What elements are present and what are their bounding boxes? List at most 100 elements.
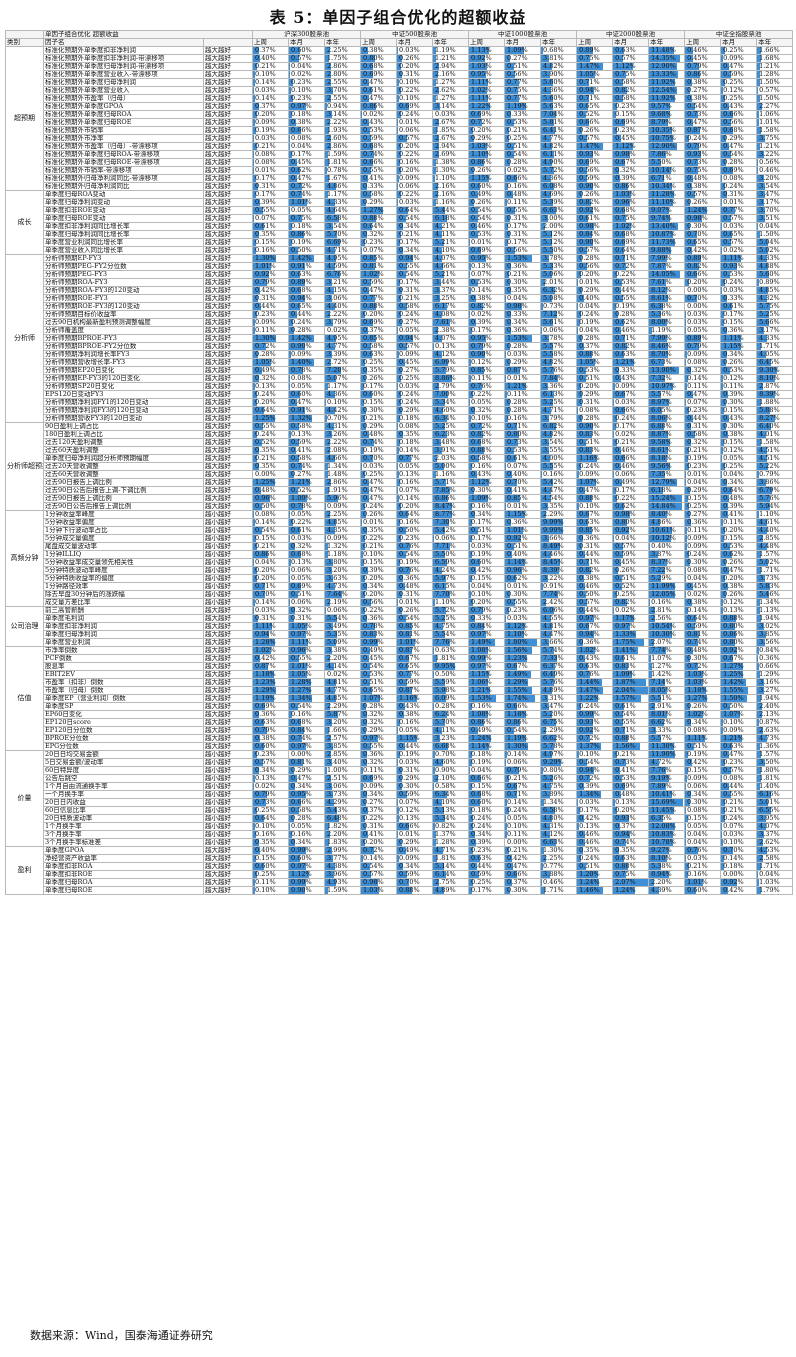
value-cell: 0.78% <box>288 502 326 511</box>
value-bar <box>469 55 486 62</box>
value-bar <box>757 119 760 126</box>
value-cell: 0.87% <box>396 686 434 695</box>
direction-cell: 越大越好 <box>202 118 254 127</box>
value-text: 0.98% <box>615 510 636 518</box>
value-text: 0.19% <box>687 454 708 462</box>
value-cell: 1.40% <box>756 782 794 791</box>
value-text: 0.17% <box>507 222 528 230</box>
value-cell: 2.51% <box>324 774 362 783</box>
value-text: 3.36% <box>543 382 564 390</box>
value-bar <box>577 343 584 350</box>
table-row: 公告后跳空 越小越好 0.13% 0.47% 2.51% 0.69% 0.29% 2.10% 0… <box>6 774 794 783</box>
value-text: 0.16% <box>255 830 276 838</box>
value-bar <box>469 63 488 70</box>
value-text: 0.29% <box>399 838 420 846</box>
value-text: 0.88% <box>579 350 600 358</box>
factor-name-cell: 标准化预期外市盈率（归母）-带漂移项 <box>43 142 204 151</box>
value-text: 0.08% <box>723 774 744 782</box>
value-text: 0.00% <box>687 286 708 294</box>
value-text: 6.49% <box>543 670 564 678</box>
value-text: 5.72% <box>543 166 564 174</box>
value-cell: 6.40% <box>756 422 794 431</box>
value-text: 0.05% <box>723 454 744 462</box>
value-bar <box>253 127 257 134</box>
value-text: 0.02% <box>291 70 312 78</box>
value-text: 0.52% <box>255 438 276 446</box>
value-cell: 1.50% <box>756 230 794 239</box>
value-bar <box>289 319 294 326</box>
value-cell: 0.04% <box>252 558 290 567</box>
value-cell: 0.94% <box>576 766 614 775</box>
value-cell: 10.41% <box>648 790 686 799</box>
value-text: 2.80% <box>327 70 348 78</box>
value-bar <box>397 263 407 270</box>
value-bar <box>253 63 257 70</box>
value-bar <box>685 119 694 126</box>
value-cell: 9.99% <box>540 518 578 527</box>
value-text: 1.37% <box>435 830 456 838</box>
value-text: 1.12% <box>615 142 636 150</box>
value-bar <box>541 95 554 102</box>
value-text: 0.31% <box>399 70 420 78</box>
table-row: 标准化预期外单季度归母ROE 越大越好 0.09% 0.38% 2.22% 0.43% 0.… <box>6 118 794 127</box>
value-cell: 0.62% <box>720 550 758 559</box>
factor-name-cell: 分析师预期BPROE-FY3 <box>43 334 204 343</box>
value-text: 0.01% <box>579 278 600 286</box>
category-cell: 成长 <box>5 190 44 255</box>
value-text: 0.63% <box>615 46 636 54</box>
value-cell: 0.17% <box>468 534 506 543</box>
value-bar <box>469 343 483 350</box>
value-cell: 1.82% <box>324 822 362 831</box>
value-cell: 7.87% <box>648 262 686 271</box>
value-bar <box>613 271 617 278</box>
value-cell: 0.44% <box>468 862 506 871</box>
value-cell: 5.14% <box>432 862 470 871</box>
value-cell: 0.48% <box>252 486 290 495</box>
value-text: 4.24% <box>435 566 456 574</box>
value-bar <box>649 327 652 334</box>
value-cell: 0.89% <box>576 46 614 55</box>
table-row: 标准化预期外市销率-带漂移项 越大越好 0.01% 0.62% 0.78% 0.55% 0.… <box>6 166 794 175</box>
value-bar <box>505 151 515 158</box>
value-text: 0.22% <box>291 518 312 526</box>
value-text: 2.67% <box>435 118 456 126</box>
value-text: 0.74% <box>291 462 312 470</box>
value-text: 1.81% <box>759 774 780 782</box>
value-bar <box>469 215 479 222</box>
value-cell: 0.29% <box>504 358 542 367</box>
value-text: 3.17% <box>759 326 780 334</box>
value-text: 0.83% <box>363 630 384 638</box>
value-text: 1.81% <box>435 654 456 662</box>
value-cell: 10.54% <box>648 622 686 631</box>
value-cell: 0.58% <box>396 302 434 311</box>
value-bar <box>253 111 257 118</box>
value-text: 0.20% <box>363 838 384 846</box>
direction-cell: 越大越好 <box>202 606 254 615</box>
value-cell: 1.50% <box>756 78 794 87</box>
value-cell: 0.24% <box>396 310 434 319</box>
value-bar <box>505 239 509 246</box>
value-cell: 0.05% <box>288 206 326 215</box>
value-text: 3.66% <box>543 534 564 542</box>
value-text: 0.21% <box>507 126 528 134</box>
value-cell: 6.69% <box>324 238 362 247</box>
value-bar <box>577 311 582 318</box>
value-text: 0.41% <box>363 174 384 182</box>
value-cell: 13.90% <box>648 366 686 375</box>
value-text: 0.68% <box>291 718 312 726</box>
value-cell: 4.11% <box>432 230 470 239</box>
value-cell: 0.86% <box>360 102 398 111</box>
value-bar <box>757 311 769 318</box>
value-text: 4.31% <box>327 422 348 430</box>
value-text: 5.25% <box>543 398 564 406</box>
value-text: 3.20% <box>759 174 780 182</box>
value-text: 0.44% <box>399 742 420 750</box>
value-text: 0.26% <box>615 566 636 574</box>
value-text: 0.91% <box>543 582 564 590</box>
table-row: EP60日变化 越大越好 0.36% 0.16% 5.87% 0.32% 0.38% 6.24… <box>6 710 794 719</box>
value-text: 1.67% <box>327 174 348 182</box>
value-text: 0.39% <box>723 502 744 510</box>
value-text: 4.32% <box>759 294 780 302</box>
value-text: 6.06% <box>543 606 564 614</box>
value-cell: 0.51% <box>504 142 542 151</box>
